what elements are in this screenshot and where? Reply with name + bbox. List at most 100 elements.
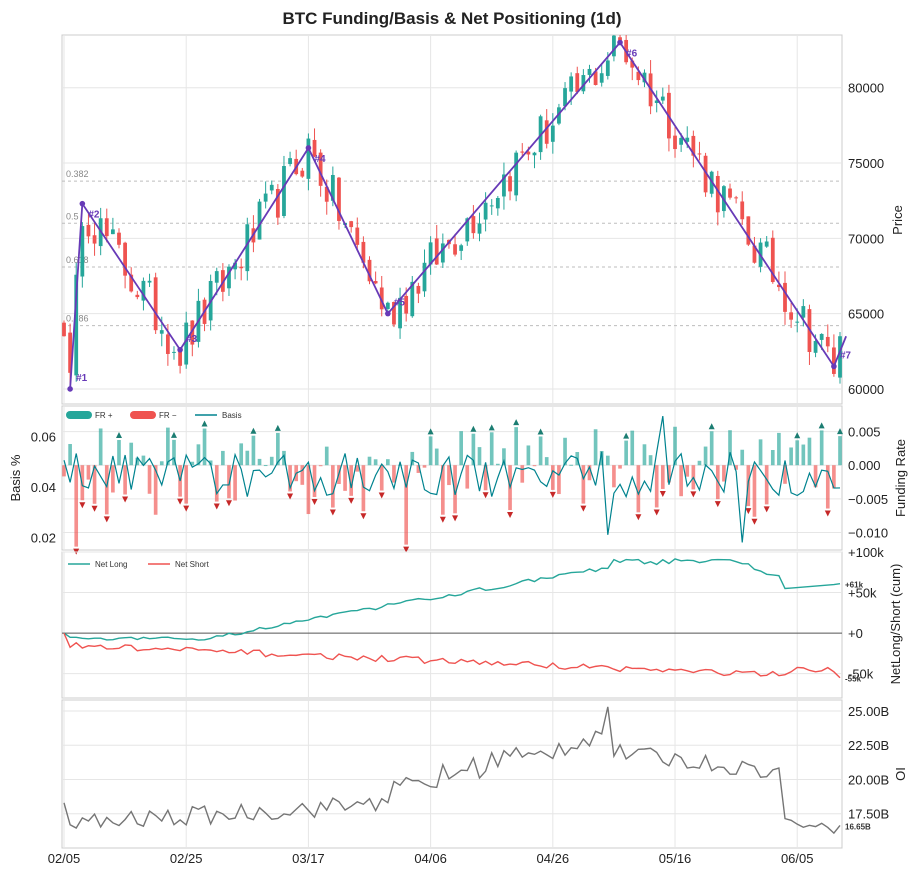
candle-body bbox=[825, 336, 830, 347]
funding-bar bbox=[752, 465, 757, 517]
candle-body bbox=[178, 351, 182, 366]
funding-marker bbox=[635, 514, 642, 521]
candle-body bbox=[330, 174, 335, 201]
funding-bar bbox=[477, 447, 482, 466]
funding-bar bbox=[104, 465, 109, 515]
panel-frame-net bbox=[61, 551, 843, 699]
funding-marker bbox=[250, 427, 257, 434]
panel-frame-oi bbox=[61, 699, 843, 849]
funding-bar bbox=[660, 465, 665, 489]
funding-bar bbox=[202, 428, 207, 466]
funding-marker bbox=[708, 423, 715, 430]
funding-bar bbox=[166, 427, 170, 466]
funding-bar bbox=[434, 448, 439, 466]
candle-body bbox=[172, 351, 176, 353]
net-y-tick-label: +0 bbox=[848, 626, 863, 641]
funding-bar bbox=[184, 465, 189, 504]
candle-body bbox=[318, 152, 323, 186]
funding-bar bbox=[465, 465, 470, 489]
candle-body bbox=[74, 274, 79, 376]
candle-body bbox=[819, 333, 824, 340]
legend-label-fr-neg: FR − bbox=[159, 411, 177, 420]
wave-label: #4 bbox=[314, 154, 326, 165]
funding-bar bbox=[520, 465, 525, 483]
candle-body bbox=[581, 75, 586, 92]
candle-body bbox=[654, 100, 659, 103]
funding-bar bbox=[697, 460, 702, 466]
oi-y-tick-label: 25.00B bbox=[848, 704, 889, 719]
candle-body bbox=[813, 340, 818, 353]
funding-bar bbox=[343, 465, 347, 491]
candle-body bbox=[728, 188, 732, 198]
basis-y-tick-label: 0.04 bbox=[31, 480, 56, 495]
candle-body bbox=[239, 266, 244, 269]
candle-body bbox=[398, 297, 402, 329]
funding-bar bbox=[373, 459, 378, 466]
candle-body bbox=[68, 332, 72, 373]
candle-body bbox=[783, 282, 787, 312]
candle-body bbox=[86, 224, 91, 237]
oi-y-tick-label: 20.00B bbox=[848, 772, 889, 787]
funding-marker bbox=[348, 497, 355, 504]
funding-bar bbox=[300, 465, 305, 485]
net-long-line bbox=[63, 558, 841, 641]
candle-body bbox=[563, 88, 567, 107]
funding-bar bbox=[453, 465, 457, 514]
candle-body bbox=[404, 295, 409, 314]
funding-bar bbox=[489, 432, 494, 466]
funding-bar bbox=[98, 428, 103, 466]
legend-label-net-short: Net Short bbox=[175, 560, 210, 569]
funding-bar bbox=[618, 465, 622, 469]
candle-body bbox=[123, 242, 127, 276]
funding-bar bbox=[245, 450, 250, 466]
fib-level-label: 0.618 bbox=[66, 255, 89, 265]
x-tick-label: 02/25 bbox=[170, 851, 203, 866]
candle-body bbox=[422, 262, 427, 292]
funding-marker bbox=[122, 496, 129, 503]
funding-marker bbox=[488, 424, 495, 431]
funding-bar bbox=[386, 459, 390, 466]
oi-y-tick-label: 17.50B bbox=[848, 807, 889, 822]
candle-body bbox=[275, 188, 280, 218]
candle-body bbox=[587, 68, 592, 75]
price-y-tick-label: 75000 bbox=[848, 156, 884, 171]
candle-body bbox=[477, 223, 482, 234]
funding-marker bbox=[623, 432, 630, 439]
candle-body bbox=[715, 175, 720, 213]
funding-marker bbox=[225, 500, 232, 507]
basis-line bbox=[63, 416, 841, 543]
funding-bar bbox=[587, 465, 592, 481]
funding-marker bbox=[513, 419, 520, 426]
funding-marker bbox=[818, 422, 825, 429]
candle-body bbox=[636, 71, 641, 81]
candle-body bbox=[233, 262, 237, 270]
candle-body bbox=[465, 218, 470, 242]
funding-bar bbox=[153, 465, 158, 515]
net-short-line bbox=[63, 632, 841, 679]
candle-body bbox=[752, 245, 757, 263]
funding-marker bbox=[439, 516, 446, 523]
funding-bar bbox=[428, 436, 433, 466]
funding-bar bbox=[392, 465, 396, 483]
candle-body bbox=[62, 322, 66, 337]
candle-body bbox=[80, 226, 85, 277]
funding-marker bbox=[287, 493, 294, 500]
funding-bar bbox=[593, 429, 598, 466]
funding-bar bbox=[819, 430, 824, 466]
funding-bar bbox=[117, 440, 121, 466]
candle-body bbox=[153, 277, 158, 331]
funding-bar bbox=[801, 444, 806, 466]
legend-label-basis: Basis bbox=[222, 411, 242, 420]
x-tick-label: 05/16 bbox=[659, 851, 692, 866]
candle-body bbox=[410, 281, 415, 317]
funding-bar bbox=[214, 465, 219, 502]
fib-level-label: 0.5 bbox=[66, 211, 79, 221]
funding-bar bbox=[233, 465, 237, 501]
candle-body bbox=[373, 281, 378, 284]
x-tick-label: 04/06 bbox=[414, 851, 447, 866]
candle-body bbox=[257, 201, 262, 240]
funding-bar bbox=[111, 465, 115, 493]
x-tick-label: 02/05 bbox=[48, 851, 81, 866]
funding-bar bbox=[514, 427, 518, 466]
funding-marker bbox=[79, 502, 86, 509]
